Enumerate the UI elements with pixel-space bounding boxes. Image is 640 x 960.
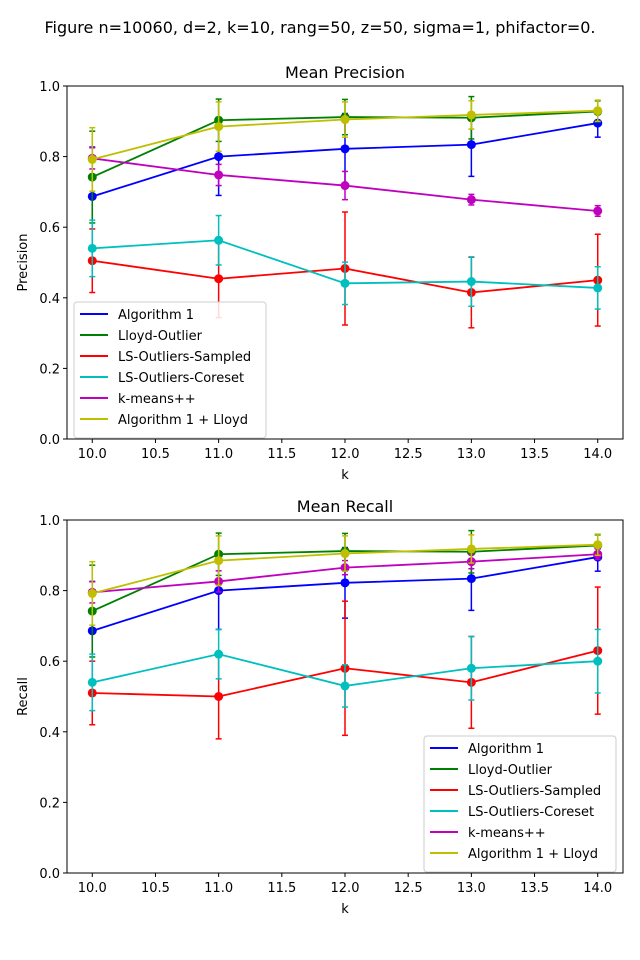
series-ls-outliers-coreset bbox=[87, 628, 603, 712]
series-algorithm-1-lloyd bbox=[87, 99, 603, 192]
legend-entry: Algorithm 1 + Lloyd bbox=[468, 847, 598, 862]
data-point bbox=[214, 556, 224, 566]
figure-suptitle: Figure n=10060, d=2, k=10, rang=50, z=50… bbox=[45, 18, 596, 37]
data-point bbox=[593, 656, 603, 666]
legend-entry: Algorithm 1 bbox=[118, 308, 194, 323]
x-tick-label: 12.5 bbox=[394, 881, 423, 896]
data-point bbox=[214, 152, 224, 162]
legend-entry: Algorithm 1 bbox=[468, 742, 544, 757]
y-tick-label: 0.8 bbox=[39, 585, 60, 600]
chart-title: Mean Recall bbox=[297, 497, 393, 516]
data-point bbox=[214, 235, 224, 245]
legend-entry: LS-Outliers-Coreset bbox=[118, 371, 244, 386]
x-tick-label: 14.0 bbox=[583, 881, 612, 896]
y-axis-label: Recall bbox=[16, 677, 31, 716]
legend-entry: Lloyd-Outlier bbox=[118, 329, 203, 344]
legend: Algorithm 1 Lloyd-Outlier LS-Outliers-Samp… bbox=[423, 735, 617, 873]
legend-box bbox=[73, 301, 267, 439]
chart-title: Mean Precision bbox=[285, 63, 405, 82]
data-point bbox=[87, 243, 97, 253]
x-tick-label: 13.5 bbox=[520, 881, 549, 896]
x-tick-label: 13.0 bbox=[457, 881, 486, 896]
data-point bbox=[214, 649, 224, 659]
y-tick-label: 0.2 bbox=[39, 796, 60, 811]
y-tick-label: 0.6 bbox=[39, 655, 60, 670]
series-algorithm-1-lloyd bbox=[87, 533, 603, 626]
data-point bbox=[214, 122, 224, 132]
legend-entry: Lloyd-Outlier bbox=[468, 763, 553, 778]
data-point bbox=[466, 663, 476, 673]
data-point bbox=[466, 195, 476, 205]
legend-entry: LS-Outliers-Sampled bbox=[468, 784, 601, 799]
precision-chart: Mean Precision 10.0 10.5 11.0 11.5 12.0 12.5 13… bbox=[16, 63, 624, 483]
y-tick-label: 0.6 bbox=[39, 221, 60, 236]
data-point bbox=[214, 274, 224, 284]
series-ls-outliers-sampled bbox=[87, 586, 603, 740]
data-point bbox=[214, 692, 224, 701]
x-tick-label: 11.0 bbox=[204, 447, 233, 462]
data-point bbox=[340, 681, 350, 691]
x-tick-label: 10.5 bbox=[141, 447, 170, 462]
y-tick-label: 0.4 bbox=[39, 292, 60, 307]
data-point bbox=[466, 110, 476, 120]
data-point bbox=[593, 206, 603, 216]
series-ls-outliers-coreset bbox=[87, 214, 603, 310]
x-tick-label: 12.0 bbox=[331, 447, 360, 462]
legend-box bbox=[423, 735, 617, 873]
data-point bbox=[466, 277, 476, 287]
x-axis-label: k bbox=[341, 468, 349, 483]
y-tick-label: 0.8 bbox=[39, 151, 60, 166]
data-point bbox=[340, 549, 350, 559]
recall-chart: Mean Recall 10.0 10.5 11.0 11.5 12.0 12.5 13.0 1… bbox=[16, 497, 624, 917]
x-axis-label: k bbox=[341, 902, 349, 917]
data-point bbox=[593, 106, 603, 116]
data-point bbox=[340, 144, 350, 154]
data-point bbox=[466, 544, 476, 554]
x-tick-label: 13.0 bbox=[457, 447, 486, 462]
data-point bbox=[87, 677, 97, 687]
data-point bbox=[593, 283, 603, 293]
data-point bbox=[593, 540, 603, 550]
data-point bbox=[87, 588, 97, 598]
data-point bbox=[340, 578, 350, 588]
x-tick-label: 12.5 bbox=[394, 447, 423, 462]
y-axis-label: Precision bbox=[16, 233, 31, 291]
legend-entry: k-means++ bbox=[468, 826, 546, 841]
data-point bbox=[340, 115, 350, 125]
data-point bbox=[466, 140, 476, 150]
data-point bbox=[214, 170, 224, 180]
y-tick-label: 0.2 bbox=[39, 362, 60, 377]
y-tick-label: 0.0 bbox=[39, 867, 60, 882]
x-tick-label: 11.0 bbox=[204, 881, 233, 896]
y-tick-label: 1.0 bbox=[39, 80, 60, 95]
legend-entry: LS-Outliers-Sampled bbox=[118, 350, 251, 365]
x-tick-label: 11.5 bbox=[267, 447, 296, 462]
data-point bbox=[466, 574, 476, 584]
data-point bbox=[87, 154, 97, 164]
x-tick-label: 10.5 bbox=[141, 881, 170, 896]
data-point bbox=[340, 278, 350, 288]
x-tick-label: 10.0 bbox=[78, 447, 107, 462]
legend-entry: k-means++ bbox=[118, 392, 196, 407]
data-point bbox=[340, 181, 350, 191]
x-tick-label: 13.5 bbox=[520, 447, 549, 462]
series-k-means bbox=[87, 147, 603, 218]
y-tick-label: 0.0 bbox=[39, 433, 60, 448]
legend: Algorithm 1 Lloyd-Outlier LS-Outliers-Samp… bbox=[73, 301, 267, 439]
x-tick-label: 10.0 bbox=[78, 881, 107, 896]
x-tick-label: 14.0 bbox=[583, 447, 612, 462]
legend-entry: Algorithm 1 + Lloyd bbox=[118, 413, 248, 428]
y-tick-label: 0.4 bbox=[39, 726, 60, 741]
y-tick-label: 1.0 bbox=[39, 514, 60, 529]
legend-entry: LS-Outliers-Coreset bbox=[468, 805, 594, 820]
x-tick-label: 11.5 bbox=[267, 881, 296, 896]
x-tick-label: 12.0 bbox=[331, 881, 360, 896]
